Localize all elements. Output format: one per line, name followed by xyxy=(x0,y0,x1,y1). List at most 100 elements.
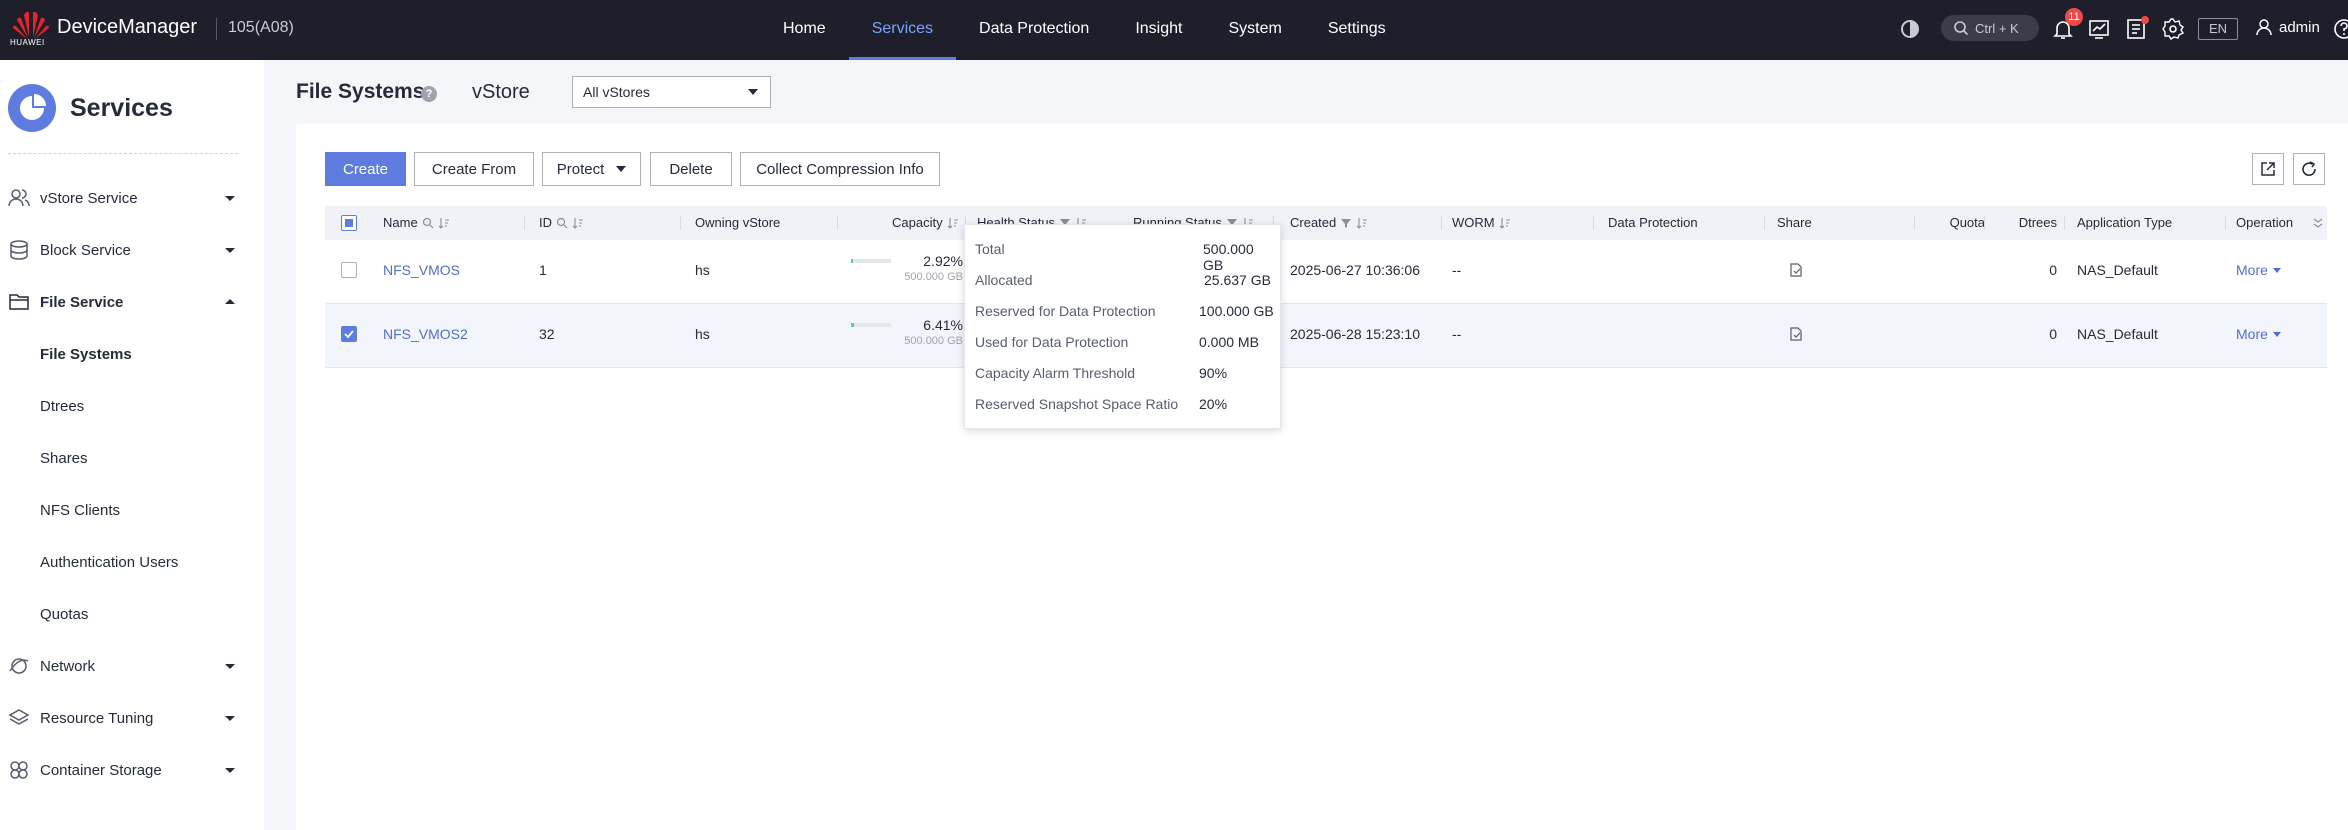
nav-services[interactable]: Services xyxy=(848,0,957,60)
tooltip-label: Capacity Alarm Threshold xyxy=(975,365,1136,381)
column-header-data-protection: Data Protection xyxy=(1608,206,1698,240)
user-icon xyxy=(2256,19,2272,36)
question-icon[interactable]: ? xyxy=(421,86,437,102)
sidebar-item-vstore-service[interactable]: vStore Service xyxy=(0,178,264,218)
create-from-button[interactable]: Create From xyxy=(414,152,534,186)
file-system-name-link[interactable]: NFS_VMOS xyxy=(383,262,461,278)
column-header-quota: Quota xyxy=(1927,206,1985,240)
export-button[interactable] xyxy=(2252,153,2284,185)
collect-compression-info-button[interactable]: Collect Compression Info xyxy=(740,152,940,186)
sort-icon[interactable] xyxy=(1356,217,1368,229)
sidebar-subitem-quotas[interactable]: Quotas xyxy=(40,606,89,623)
nav-home[interactable]: Home xyxy=(783,20,826,37)
device-version: 105(A08) xyxy=(228,19,294,36)
gear-icon[interactable] xyxy=(2161,17,2185,41)
file-system-name-link[interactable]: NFS_VMOS2 xyxy=(383,326,468,342)
column-header-name[interactable]: Name xyxy=(383,206,450,240)
user-menu[interactable]: admin xyxy=(2255,18,2320,36)
more-operations-dropdown[interactable]: More xyxy=(2236,262,2282,278)
sidebar-subitem-file-systems[interactable]: File Systems xyxy=(40,346,132,363)
sidebar-subitem-shares[interactable]: Shares xyxy=(40,450,88,467)
language-switch[interactable]: EN xyxy=(2198,18,2238,40)
search-shortcut: Ctrl + K xyxy=(1975,20,2019,36)
protect-button[interactable]: Protect xyxy=(542,152,641,186)
column-divider xyxy=(1914,216,1915,230)
column-header-created[interactable]: Created xyxy=(1290,206,1368,240)
column-label: Operation xyxy=(2236,215,2294,230)
column-label: Quota xyxy=(1949,215,1985,230)
create-button[interactable]: Create xyxy=(325,152,406,186)
sidebar-subitem-authentication-users[interactable]: Authentication Users xyxy=(40,554,179,571)
caret-down-icon xyxy=(225,196,235,201)
worm-status: -- xyxy=(1452,326,1462,342)
huawei-logo-icon xyxy=(13,11,49,39)
nav-system[interactable]: System xyxy=(1228,20,1282,37)
bell-icon[interactable] xyxy=(2051,17,2075,41)
brand-text: HUAWEI xyxy=(10,38,45,47)
sidebar-item-resource-tuning[interactable]: Resource Tuning xyxy=(0,698,264,738)
tooltip-label: Reserved for Data Protection xyxy=(975,303,1156,319)
share-icon[interactable] xyxy=(1788,262,1804,278)
column-label: Owning vStore xyxy=(695,215,781,230)
table-row[interactable]: NFS_VMOS 1 hs 2.92% 500.000 GB 2025-06-2… xyxy=(325,240,2327,304)
content-panel xyxy=(296,124,2348,830)
refresh-button[interactable] xyxy=(2293,153,2325,185)
sort-icon[interactable] xyxy=(1499,217,1511,229)
sort-icon[interactable] xyxy=(438,217,450,229)
performance-monitor-icon[interactable] xyxy=(2087,17,2111,41)
column-header-capacity[interactable]: Capacity xyxy=(892,206,959,240)
column-header-worm[interactable]: WORM xyxy=(1452,206,1511,240)
search-icon[interactable] xyxy=(422,217,434,229)
sidebar-item-label: vStore Service xyxy=(40,189,138,207)
column-settings-icon[interactable] xyxy=(2312,217,2324,229)
column-header-id[interactable]: ID xyxy=(539,206,584,240)
sidebar-item-network[interactable]: Network xyxy=(0,646,264,686)
more-operations-dropdown[interactable]: More xyxy=(2236,326,2282,342)
page-title: File Systems xyxy=(296,80,425,103)
column-label: Dtrees xyxy=(2018,215,2057,230)
capacity-bar-fill xyxy=(851,323,854,327)
column-label: Data Protection xyxy=(1608,215,1698,230)
tooltip-value: 0.000 MB xyxy=(1199,334,1259,350)
vstore-label: vStore xyxy=(472,81,530,103)
column-header-owning-vstore: Owning vStore xyxy=(695,206,780,240)
column-divider xyxy=(1764,216,1765,230)
sidebar-subitem-nfs-clients[interactable]: NFS Clients xyxy=(40,502,121,519)
row-checkbox[interactable] xyxy=(341,326,357,342)
sidebar-item-container-storage[interactable]: Container Storage xyxy=(0,750,264,790)
column-label: ID xyxy=(539,215,552,230)
search-icon xyxy=(1954,21,1969,36)
table-row[interactable]: NFS_VMOS2 32 hs 6.41% 500.000 GB 2025-06… xyxy=(325,304,2327,368)
capacity-percent[interactable]: 2.92% xyxy=(923,253,963,269)
filter-icon[interactable] xyxy=(1340,217,1352,229)
search-icon[interactable] xyxy=(556,217,568,229)
share-icon[interactable] xyxy=(1788,326,1804,342)
global-search-button[interactable]: Ctrl + K xyxy=(1941,15,2039,41)
theme-toggle-icon[interactable] xyxy=(1898,17,1922,41)
sidebar-item-file-service[interactable]: File Service xyxy=(0,282,264,322)
nav-settings[interactable]: Settings xyxy=(1327,20,1386,37)
delete-button[interactable]: Delete xyxy=(650,152,732,186)
sidebar-subitem-dtrees[interactable]: Dtrees xyxy=(40,398,85,415)
select-all-checkbox[interactable] xyxy=(341,215,357,231)
app-title: DeviceManager xyxy=(57,16,198,38)
filter-icon[interactable] xyxy=(1059,217,1071,229)
sort-icon[interactable] xyxy=(572,217,584,229)
filter-icon[interactable] xyxy=(1226,217,1238,229)
sort-icon[interactable] xyxy=(947,217,959,229)
dtrees-count: 0 xyxy=(2049,262,2057,278)
tooltip-label: Used for Data Protection xyxy=(975,334,1129,350)
caret-down-icon xyxy=(616,166,627,172)
capacity-bar xyxy=(851,323,891,327)
sidebar-item-block-service[interactable]: Block Service xyxy=(0,230,264,270)
vstore-select[interactable]: All vStores xyxy=(572,76,771,108)
task-list-icon[interactable] xyxy=(2124,17,2148,41)
nav-insight[interactable]: Insight xyxy=(1135,20,1183,37)
tooltip-value: 90% xyxy=(1199,365,1228,381)
nav-data-protection[interactable]: Data Protection xyxy=(979,20,1090,37)
file-system-id: 32 xyxy=(539,326,555,342)
sidebar-item-label: Resource Tuning xyxy=(40,709,154,727)
row-checkbox[interactable] xyxy=(341,262,357,278)
help-icon[interactable] xyxy=(2332,17,2348,41)
capacity-percent[interactable]: 6.41% xyxy=(923,317,963,333)
